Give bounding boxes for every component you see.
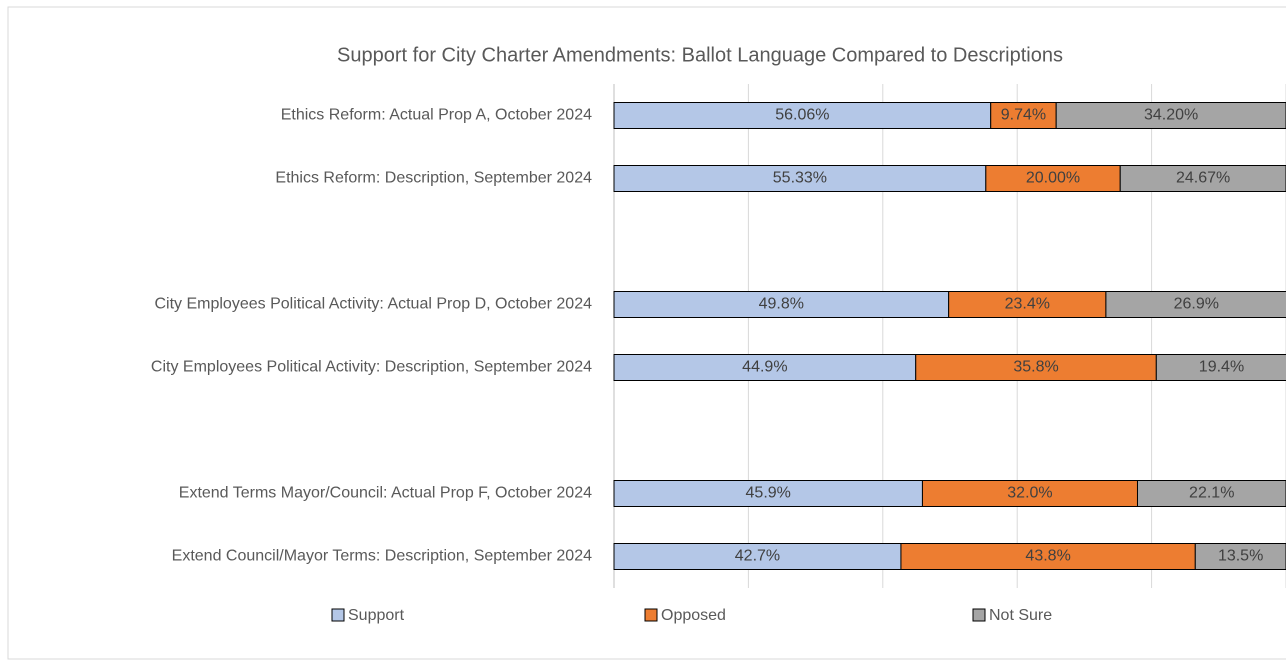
data-label: 23.4% <box>1005 296 1050 313</box>
y-tick-label: City Employees Political Activity: Descr… <box>151 359 592 376</box>
bar-segment <box>1055 102 1286 129</box>
bar-segment <box>900 543 1196 570</box>
bar-segment <box>1119 165 1286 192</box>
data-label: 56.06% <box>775 107 829 124</box>
data-label: 44.9% <box>742 359 787 376</box>
data-label: 34.20% <box>1144 107 1198 124</box>
data-label: 35.8% <box>1013 359 1058 376</box>
bar-segment <box>1136 480 1286 507</box>
y-tick-label: Ethics Reform: Description, September 20… <box>275 170 592 187</box>
legend-label: Support <box>348 607 405 624</box>
data-label: 22.1% <box>1189 485 1234 502</box>
y-tick-label: Extend Council/Mayor Terms: Description,… <box>172 548 592 565</box>
data-label: 19.4% <box>1199 359 1244 376</box>
bar-segment <box>1105 291 1286 318</box>
legend-label: Opposed <box>661 607 726 624</box>
data-label: 49.8% <box>759 296 804 313</box>
bar-segment <box>915 354 1157 381</box>
data-label: 9.74% <box>1001 107 1046 124</box>
data-label: 24.67% <box>1176 170 1230 187</box>
y-tick-label: Extend Terms Mayor/Council: Actual Prop … <box>179 485 592 502</box>
data-label: 20.00% <box>1026 170 1080 187</box>
bar-segment <box>1194 543 1286 570</box>
legend-swatch <box>331 608 345 622</box>
bar-segment <box>613 354 917 381</box>
data-label: 42.7% <box>735 548 780 565</box>
bar-segment <box>948 291 1107 318</box>
data-label: 32.0% <box>1007 485 1052 502</box>
legend-label: Not Sure <box>989 607 1052 624</box>
legend-swatch <box>644 608 658 622</box>
bar-segment <box>990 102 1057 129</box>
data-label: 26.9% <box>1174 296 1219 313</box>
legend-swatch <box>972 608 986 622</box>
data-label: 55.33% <box>773 170 827 187</box>
chart-title: Support for City Charter Amendments: Bal… <box>337 44 1063 66</box>
data-label: 13.5% <box>1218 548 1263 565</box>
data-label: 45.9% <box>746 485 791 502</box>
bar-segment <box>921 480 1138 507</box>
bar-segment <box>1155 354 1286 381</box>
bar-segment <box>613 165 987 192</box>
y-tick-label: City Employees Political Activity: Actua… <box>154 296 592 313</box>
y-tick-label: Ethics Reform: Actual Prop A, October 20… <box>281 107 592 124</box>
data-label: 43.8% <box>1025 548 1070 565</box>
